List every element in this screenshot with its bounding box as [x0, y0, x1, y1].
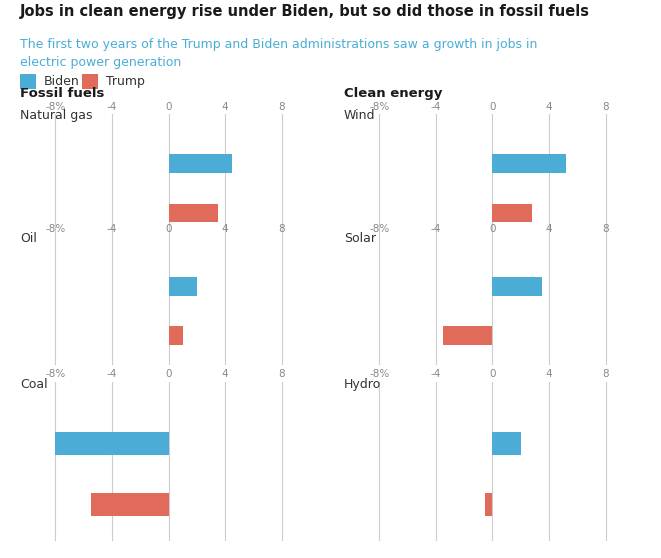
Bar: [443, 326, 492, 345]
Bar: [492, 155, 566, 173]
Bar: [169, 326, 182, 345]
Bar: [492, 277, 542, 296]
Text: Biden: Biden: [44, 75, 79, 88]
Bar: [492, 432, 521, 455]
Text: Trump: Trump: [106, 75, 145, 88]
Bar: [485, 493, 492, 516]
Text: Clean energy: Clean energy: [344, 88, 442, 100]
Text: Wind: Wind: [344, 109, 375, 122]
Text: Fossil fuels: Fossil fuels: [20, 88, 104, 100]
Bar: [56, 432, 169, 455]
Bar: [169, 155, 232, 173]
Text: Solar: Solar: [344, 232, 375, 244]
Text: Natural gas: Natural gas: [20, 109, 93, 122]
Text: Oil: Oil: [20, 232, 37, 244]
Bar: [91, 493, 169, 516]
Bar: [169, 277, 197, 296]
Bar: [492, 204, 532, 223]
Text: The first two years of the Trump and Biden administrations saw a growth in jobs : The first two years of the Trump and Bid…: [20, 38, 537, 51]
Text: electric power generation: electric power generation: [20, 56, 181, 69]
Text: Jobs in clean energy rise under Biden, but so did those in fossil fuels: Jobs in clean energy rise under Biden, b…: [20, 4, 590, 20]
Text: Coal: Coal: [20, 378, 48, 391]
Text: Hydro: Hydro: [344, 378, 381, 391]
Bar: [169, 204, 218, 223]
